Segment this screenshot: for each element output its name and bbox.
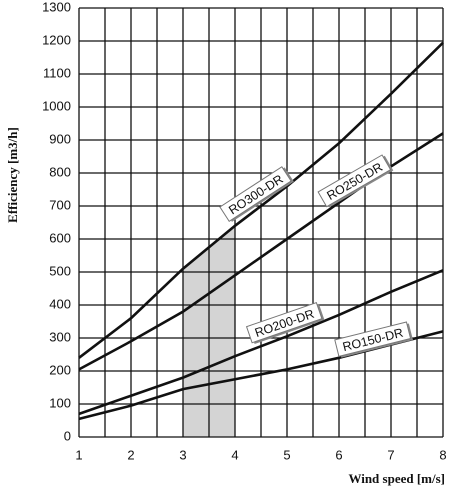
label-box [317, 154, 392, 208]
series-line [78, 41, 444, 359]
y-axis-title: Efficiency [m3/h] [5, 127, 20, 223]
y-tick-label: 500 [49, 263, 71, 278]
x-axis-title: Wind speed [m/s] [348, 471, 445, 486]
label-box [245, 301, 323, 344]
y-tick-label: 1200 [42, 32, 71, 47]
y-tick-label: 1300 [42, 0, 71, 14]
y-tick-label: 900 [49, 131, 71, 146]
y-tick-label: 400 [49, 296, 71, 311]
y-tick-label: 700 [49, 197, 71, 212]
label-box [219, 166, 292, 222]
x-tick-label: 4 [231, 447, 238, 462]
y-tick-label: 800 [49, 164, 71, 179]
x-tick-label: 3 [179, 447, 186, 462]
x-tick-label: 7 [387, 447, 394, 462]
y-tick-label: 0 [64, 428, 71, 443]
x-tick-label: 8 [439, 447, 446, 462]
x-tick-label: 6 [335, 447, 342, 462]
series-line [78, 269, 444, 416]
y-tick-label: 100 [49, 395, 71, 410]
y-tick-label: 300 [49, 329, 71, 344]
x-tick-label: 5 [283, 447, 290, 462]
series-label-group: RO300-DR [219, 166, 294, 222]
y-tick-label: 1100 [43, 65, 71, 80]
y-tick-label: 600 [49, 230, 71, 245]
label-box [334, 321, 412, 357]
x-tick-label: 2 [127, 447, 134, 462]
y-tick-label: 200 [49, 362, 71, 377]
x-tick-label: 1 [75, 447, 82, 462]
series-label-group: RO250-DR [317, 154, 394, 208]
series-label-group: RO150-DR [334, 321, 413, 358]
y-tick-label: 1000 [42, 98, 71, 113]
series-label: RO250-DR [324, 160, 385, 203]
